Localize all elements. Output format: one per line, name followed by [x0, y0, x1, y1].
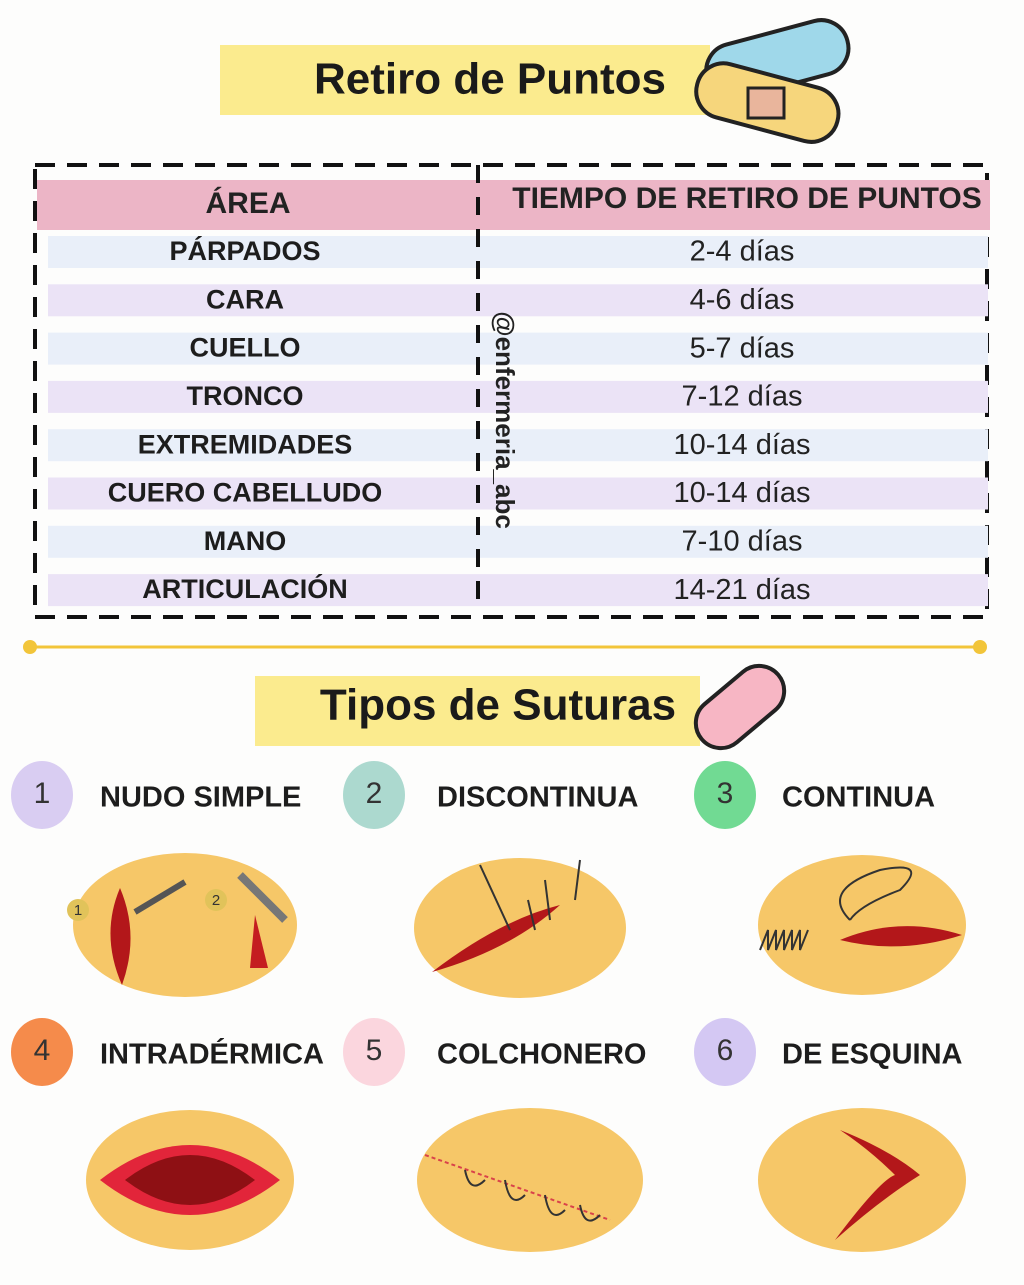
- separator-dot: [973, 640, 987, 654]
- column-header: TIEMPO DE RETIRO DE PUNTOS: [512, 182, 982, 215]
- area-cell: MANO: [204, 526, 287, 556]
- area-cell: CUERO CABELLUDO: [108, 478, 383, 508]
- table-row: [48, 284, 988, 317]
- suture-name: DISCONTINUA: [437, 782, 638, 814]
- section-highlight: [255, 676, 700, 746]
- suture-number: 2: [366, 777, 383, 810]
- illustration-label: 1: [74, 902, 82, 919]
- suture-name: DE ESQUINA: [782, 1039, 963, 1071]
- time-cell: 14-21 días: [673, 574, 810, 606]
- suture-number: 3: [717, 777, 734, 810]
- section-title: Tipos de Suturas: [320, 681, 676, 730]
- illustrations: 1 2: [67, 853, 966, 1252]
- suture-number: 5: [366, 1034, 383, 1067]
- suture-name: COLCHONERO: [437, 1039, 646, 1071]
- suture-name: NUDO SIMPLE: [100, 782, 301, 814]
- time-cell: 4-6 días: [690, 284, 795, 316]
- table-row: [48, 380, 988, 413]
- table-row: [48, 236, 988, 268]
- area-cell: ARTICULACIÓN: [142, 573, 347, 604]
- number-badge: [343, 1018, 405, 1086]
- area-cell: CARA: [206, 284, 284, 314]
- suture-name: CONTINUA: [782, 782, 935, 814]
- suture-number: 4: [34, 1034, 51, 1067]
- table-row: [48, 525, 988, 558]
- table-row: [48, 332, 988, 365]
- bandage-icon: [693, 663, 787, 751]
- suture-number: 1: [34, 777, 51, 810]
- time-cell: 7-10 días: [682, 525, 803, 557]
- table-row: [48, 574, 988, 607]
- bandage-icon: [694, 18, 851, 144]
- table-row: [48, 429, 988, 462]
- number-badge: [343, 761, 405, 829]
- number-badge: [11, 1018, 73, 1086]
- column-header: ÁREA: [205, 186, 290, 220]
- time-cell: 2-4 días: [690, 236, 795, 268]
- title-highlight: [220, 45, 710, 115]
- suture-number: 6: [717, 1034, 734, 1067]
- number-badge: [694, 1018, 756, 1086]
- number-badge: [694, 761, 756, 829]
- table-header: [37, 180, 990, 230]
- area-cell: TRONCO: [187, 381, 304, 411]
- suture-name: INTRADÉRMICA: [100, 1037, 324, 1071]
- table-row: [48, 477, 988, 510]
- area-cell: PÁRPADOS: [169, 235, 320, 266]
- separator-dot: [23, 640, 37, 654]
- time-cell: 5-7 días: [690, 332, 795, 364]
- title: Retiro de Puntos: [314, 55, 666, 104]
- illustration-label: 2: [212, 892, 220, 909]
- time-cell: 10-14 días: [673, 429, 810, 461]
- area-cell: CUELLO: [190, 333, 301, 363]
- area-cell: EXTREMIDADES: [138, 429, 353, 459]
- watermark: @enfermeria_abc: [490, 311, 520, 529]
- number-badge: [11, 761, 73, 829]
- time-cell: 7-12 días: [682, 381, 803, 413]
- time-cell: 10-14 días: [673, 477, 810, 509]
